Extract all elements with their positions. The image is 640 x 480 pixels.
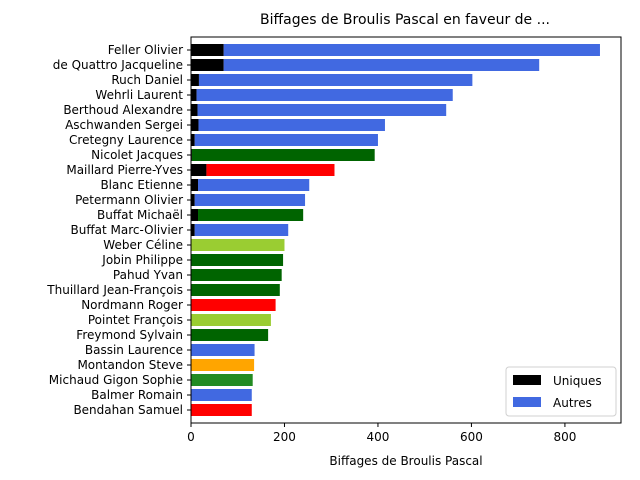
legend-label-autres: Autres (553, 396, 592, 410)
bar-uniques (191, 104, 198, 116)
bar-uniques (191, 179, 199, 191)
bar-autres (191, 374, 253, 386)
y-tick-label: Balmer Romain (91, 388, 183, 402)
y-tick-label: Thuillard Jean-François (46, 283, 183, 297)
y-tick-label: Pointet François (88, 313, 183, 327)
y-tick-label: Buffat Michaël (97, 208, 183, 222)
bar-uniques (191, 134, 195, 146)
bar-autres (206, 164, 335, 176)
bar-autres (194, 194, 306, 206)
y-tick-label: Freymond Sylvain (76, 328, 183, 342)
y-tick-label: Montandon Steve (77, 358, 183, 372)
y-tick-label: Blanc Etienne (100, 178, 183, 192)
y-tick-label: Pahud Yvan (113, 268, 183, 282)
x-tick-label: 600 (460, 430, 483, 444)
bar-uniques (191, 59, 224, 71)
bar-uniques (191, 89, 197, 101)
y-tick-label: Ruch Daniel (111, 73, 183, 87)
y-tick-label: Michaud Gigon Sophie (49, 373, 183, 387)
y-tick-label: Nicolet Jacques (91, 148, 183, 162)
bar-autres (191, 239, 285, 251)
y-tick-label: de Quattro Jacqueline (53, 58, 183, 72)
bar-autres (191, 404, 252, 416)
y-tick-label: Aschwanden Sergei (65, 118, 183, 132)
x-axis-label: Biffages de Broulis Pascal (329, 454, 482, 468)
bar-autres (194, 134, 378, 146)
legend-swatch-uniques (513, 375, 541, 385)
plot-frame (190, 36, 622, 424)
bars-group (191, 44, 600, 416)
legend: Uniques Autres (505, 366, 617, 417)
y-tick-label: Jobin Philippe (101, 253, 183, 267)
bar-autres (191, 269, 282, 281)
y-tick-label: Maillard Pierre-Yves (66, 163, 183, 177)
bar-autres (191, 344, 255, 356)
bar-autres (191, 329, 269, 341)
bar-uniques (191, 224, 195, 236)
bar-autres (194, 224, 289, 236)
y-tick-label: Nordmann Roger (81, 298, 183, 312)
bar-autres (191, 284, 280, 296)
bar-uniques (191, 194, 195, 206)
y-tick-label: Buffat Marc-Olivier (71, 223, 184, 237)
bar-autres (198, 119, 385, 131)
bar-autres (191, 359, 255, 371)
bar-autres (191, 314, 271, 326)
y-tick-label: Bassin Laurence (85, 343, 183, 357)
x-tick-label: 0 (187, 430, 195, 444)
legend-label-uniques: Uniques (553, 374, 602, 388)
bar-autres (191, 254, 284, 266)
bar-autres (196, 89, 453, 101)
legend-swatch-autres (513, 397, 541, 407)
y-tick-label: Feller Olivier (108, 43, 183, 57)
bar-autres (223, 59, 540, 71)
bar-uniques (191, 209, 199, 221)
bar-autres (198, 74, 473, 86)
y-tick-label: Berthoud Alexandre (63, 103, 183, 117)
bar-autres (198, 209, 304, 221)
bar-uniques (191, 74, 199, 86)
chart-title: Biffages de Broulis Pascal en faveur de … (260, 12, 550, 28)
y-tick-label: Weber Céline (103, 238, 183, 252)
x-tick-label: 400 (367, 430, 390, 444)
y-tick-label: Wehrli Laurent (95, 88, 183, 102)
bar-autres (197, 104, 447, 116)
bar-autres (191, 299, 276, 311)
y-tick-label: Cretegny Laurence (69, 133, 183, 147)
bar-uniques (191, 164, 207, 176)
bar-uniques (191, 44, 224, 56)
bar-autres (198, 179, 310, 191)
y-tick-label: Petermann Olivier (75, 193, 183, 207)
bar-autres (223, 44, 600, 56)
x-tick-label: 200 (273, 430, 296, 444)
x-ticks: 0 200 400 600 800 (187, 423, 576, 444)
bar-autres (191, 389, 252, 401)
x-tick-label: 800 (553, 430, 576, 444)
bar-autres (191, 149, 375, 161)
y-tick-label: Bendahan Samuel (73, 403, 183, 417)
bar-uniques (191, 119, 199, 131)
